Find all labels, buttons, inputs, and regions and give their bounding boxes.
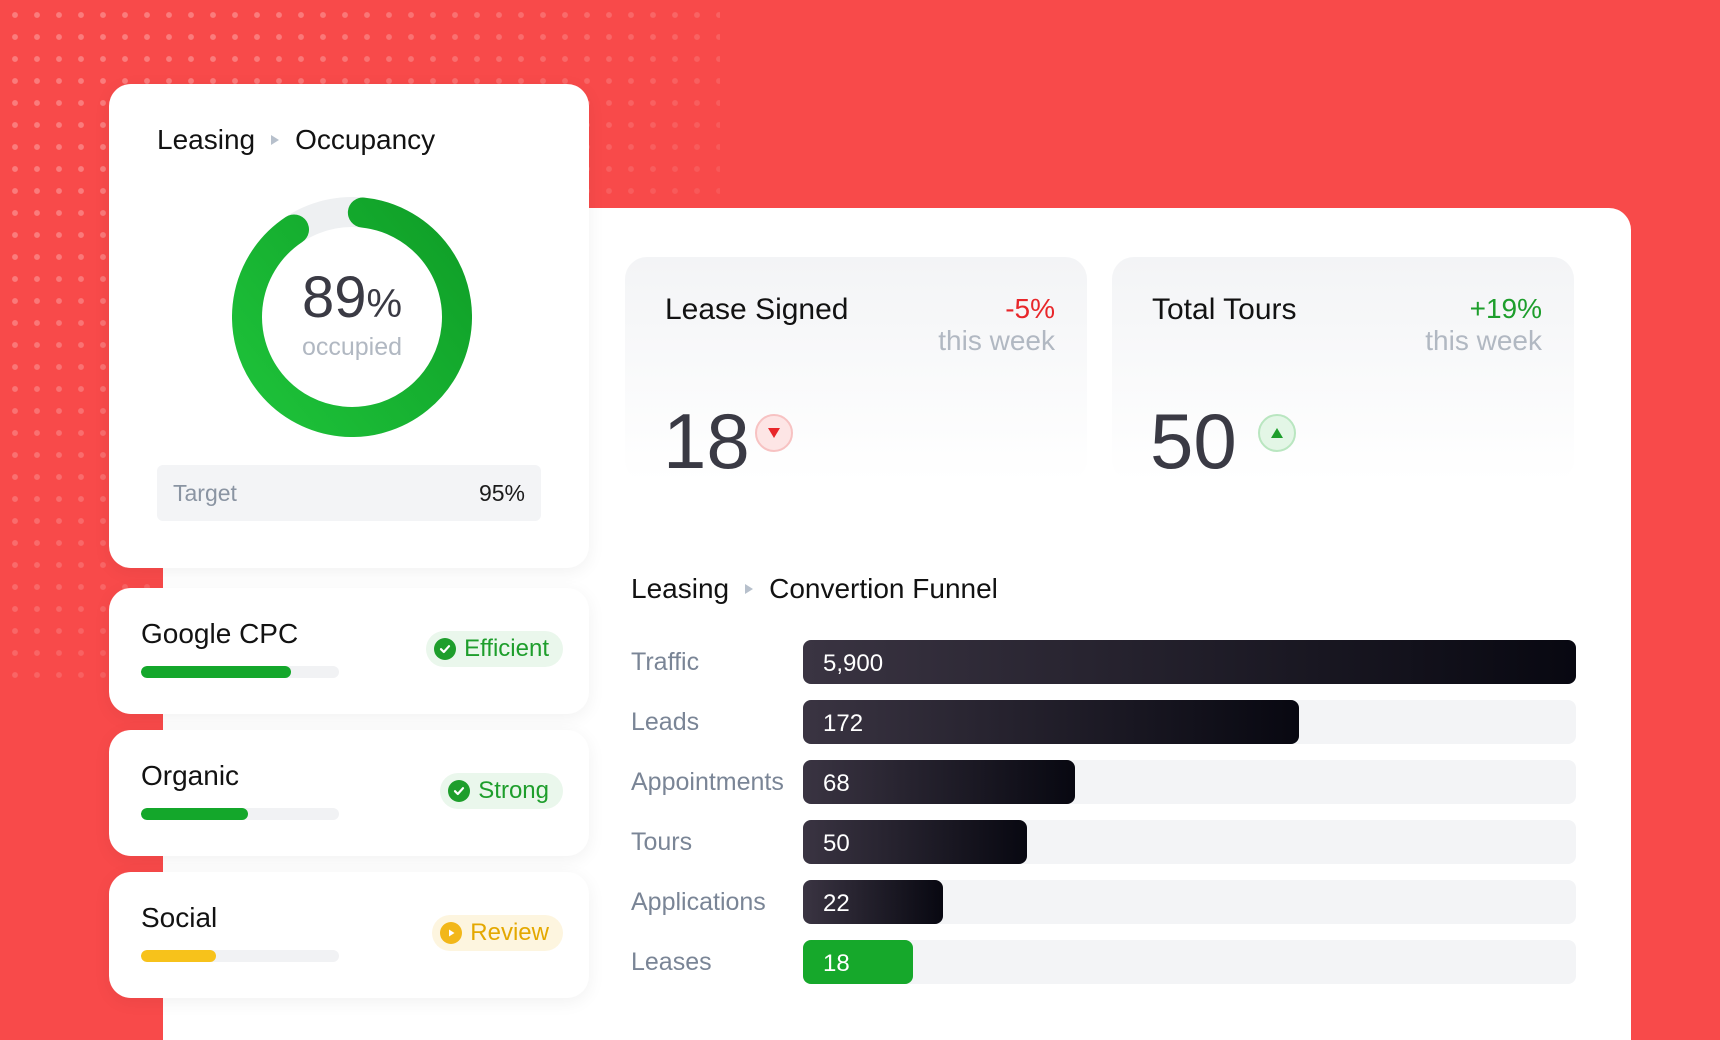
funnel-bar: 22: [803, 880, 943, 924]
funnel-bar: 68: [803, 760, 1076, 804]
kpi-card-total-tours[interactable]: Total Tours +19% this week 50: [1112, 257, 1574, 482]
funnel-track: 172: [803, 700, 1576, 744]
funnel-row-tours[interactable]: Tours 50: [631, 820, 1576, 864]
funnel-bar: 172: [803, 700, 1300, 744]
breadcrumb-leasing[interactable]: Leasing: [631, 573, 730, 604]
funnel-bar: 50: [803, 820, 1028, 864]
funnel-bar: 5,900: [803, 640, 1576, 684]
occupancy-percent: 89%: [301, 265, 403, 330]
funnel-track: 18: [803, 940, 1576, 984]
play-circle-icon: [440, 922, 463, 944]
occupancy-breadcrumb: Leasing Occupancy: [157, 124, 435, 156]
status-badge: Strong: [440, 773, 563, 809]
kpi-period: this week: [1425, 325, 1542, 356]
funnel-label: Leads: [631, 708, 700, 736]
channel-name: Organic: [141, 760, 240, 791]
check-circle-icon: [448, 780, 471, 802]
breadcrumb-separator-icon: [271, 135, 280, 145]
kpi-value: 18: [663, 397, 750, 485]
funnel-row-traffic[interactable]: Traffic 5,900: [631, 640, 1576, 684]
status-badge: Efficient: [426, 631, 563, 667]
breadcrumb-funnel[interactable]: Convertion Funnel: [769, 573, 998, 604]
kpi-title: Total Tours: [1152, 293, 1297, 326]
funnel-track: 68: [803, 760, 1576, 804]
target-label: Target: [173, 479, 237, 506]
channel-name: Google CPC: [141, 618, 299, 649]
channel-card-google-cpc[interactable]: Google CPC Efficient: [109, 588, 589, 714]
trend-down-icon: [755, 414, 793, 452]
funnel-value: 50: [823, 830, 850, 857]
funnel-value: 68: [823, 770, 850, 797]
kpi-period: this week: [938, 325, 1055, 356]
funnel-bar: 18: [803, 940, 913, 984]
channel-card-organic[interactable]: Organic Strong: [109, 730, 589, 856]
kpi-delta: +19% this week: [1425, 293, 1542, 357]
funnel-label: Applications: [631, 888, 766, 916]
funnel-track: 50: [803, 820, 1576, 864]
funnel-label: Appointments: [631, 768, 784, 796]
channel-progress-fill: [141, 950, 217, 962]
occupancy-sub-label: occupied: [301, 333, 403, 361]
channel-progress-track: [141, 950, 339, 962]
funnel-label: Traffic: [631, 648, 700, 676]
funnel-row-appointments[interactable]: Appointments 68: [631, 760, 1576, 804]
channel-progress-track: [141, 666, 339, 678]
target-value: 95%: [478, 479, 525, 506]
funnel-row-leads[interactable]: Leads 172: [631, 700, 1576, 744]
funnel-track: 22: [803, 880, 1576, 924]
funnel-row-applications[interactable]: Applications 22: [631, 880, 1576, 924]
donut-center-label: 89% occupied: [232, 265, 472, 362]
check-circle-icon: [434, 638, 457, 660]
funnel-breadcrumb: Leasing Convertion Funnel: [631, 573, 998, 605]
funnel-row-leases[interactable]: Leases 18: [631, 940, 1576, 984]
breadcrumb-leasing[interactable]: Leasing: [157, 124, 256, 155]
funnel-value: 5,900: [823, 650, 884, 677]
channel-progress-fill: [141, 808, 248, 820]
status-badge: Review: [432, 915, 563, 951]
breadcrumb-occupancy[interactable]: Occupancy: [295, 124, 436, 155]
occupancy-donut-chart: [232, 197, 472, 437]
trend-up-icon: [1258, 414, 1296, 452]
donut-arc: [232, 197, 472, 437]
funnel-value: 18: [823, 950, 850, 977]
channel-card-social[interactable]: Social Review: [109, 872, 589, 998]
kpi-delta-value: +19%: [1469, 293, 1542, 324]
occupancy-card: Leasing Occupancy 89% occupied Target 95…: [109, 84, 589, 568]
funnel-label: Leases: [631, 948, 712, 976]
kpi-card-lease-signed[interactable]: Lease Signed -5% this week 18: [625, 257, 1087, 482]
funnel-value: 22: [823, 890, 850, 917]
target-row: Target 95%: [157, 465, 541, 521]
channel-progress-track: [141, 808, 339, 820]
funnel-label: Tours: [631, 828, 693, 856]
kpi-value: 50: [1150, 397, 1237, 485]
funnel-value: 172: [823, 710, 864, 737]
kpi-delta-value: -5%: [1005, 293, 1055, 324]
kpi-delta: -5% this week: [938, 293, 1055, 357]
kpi-title: Lease Signed: [665, 293, 849, 326]
breadcrumb-separator-icon: [745, 584, 754, 594]
channel-name: Social: [141, 902, 218, 933]
channel-progress-fill: [141, 666, 292, 678]
funnel-track: 5,900: [803, 640, 1576, 684]
